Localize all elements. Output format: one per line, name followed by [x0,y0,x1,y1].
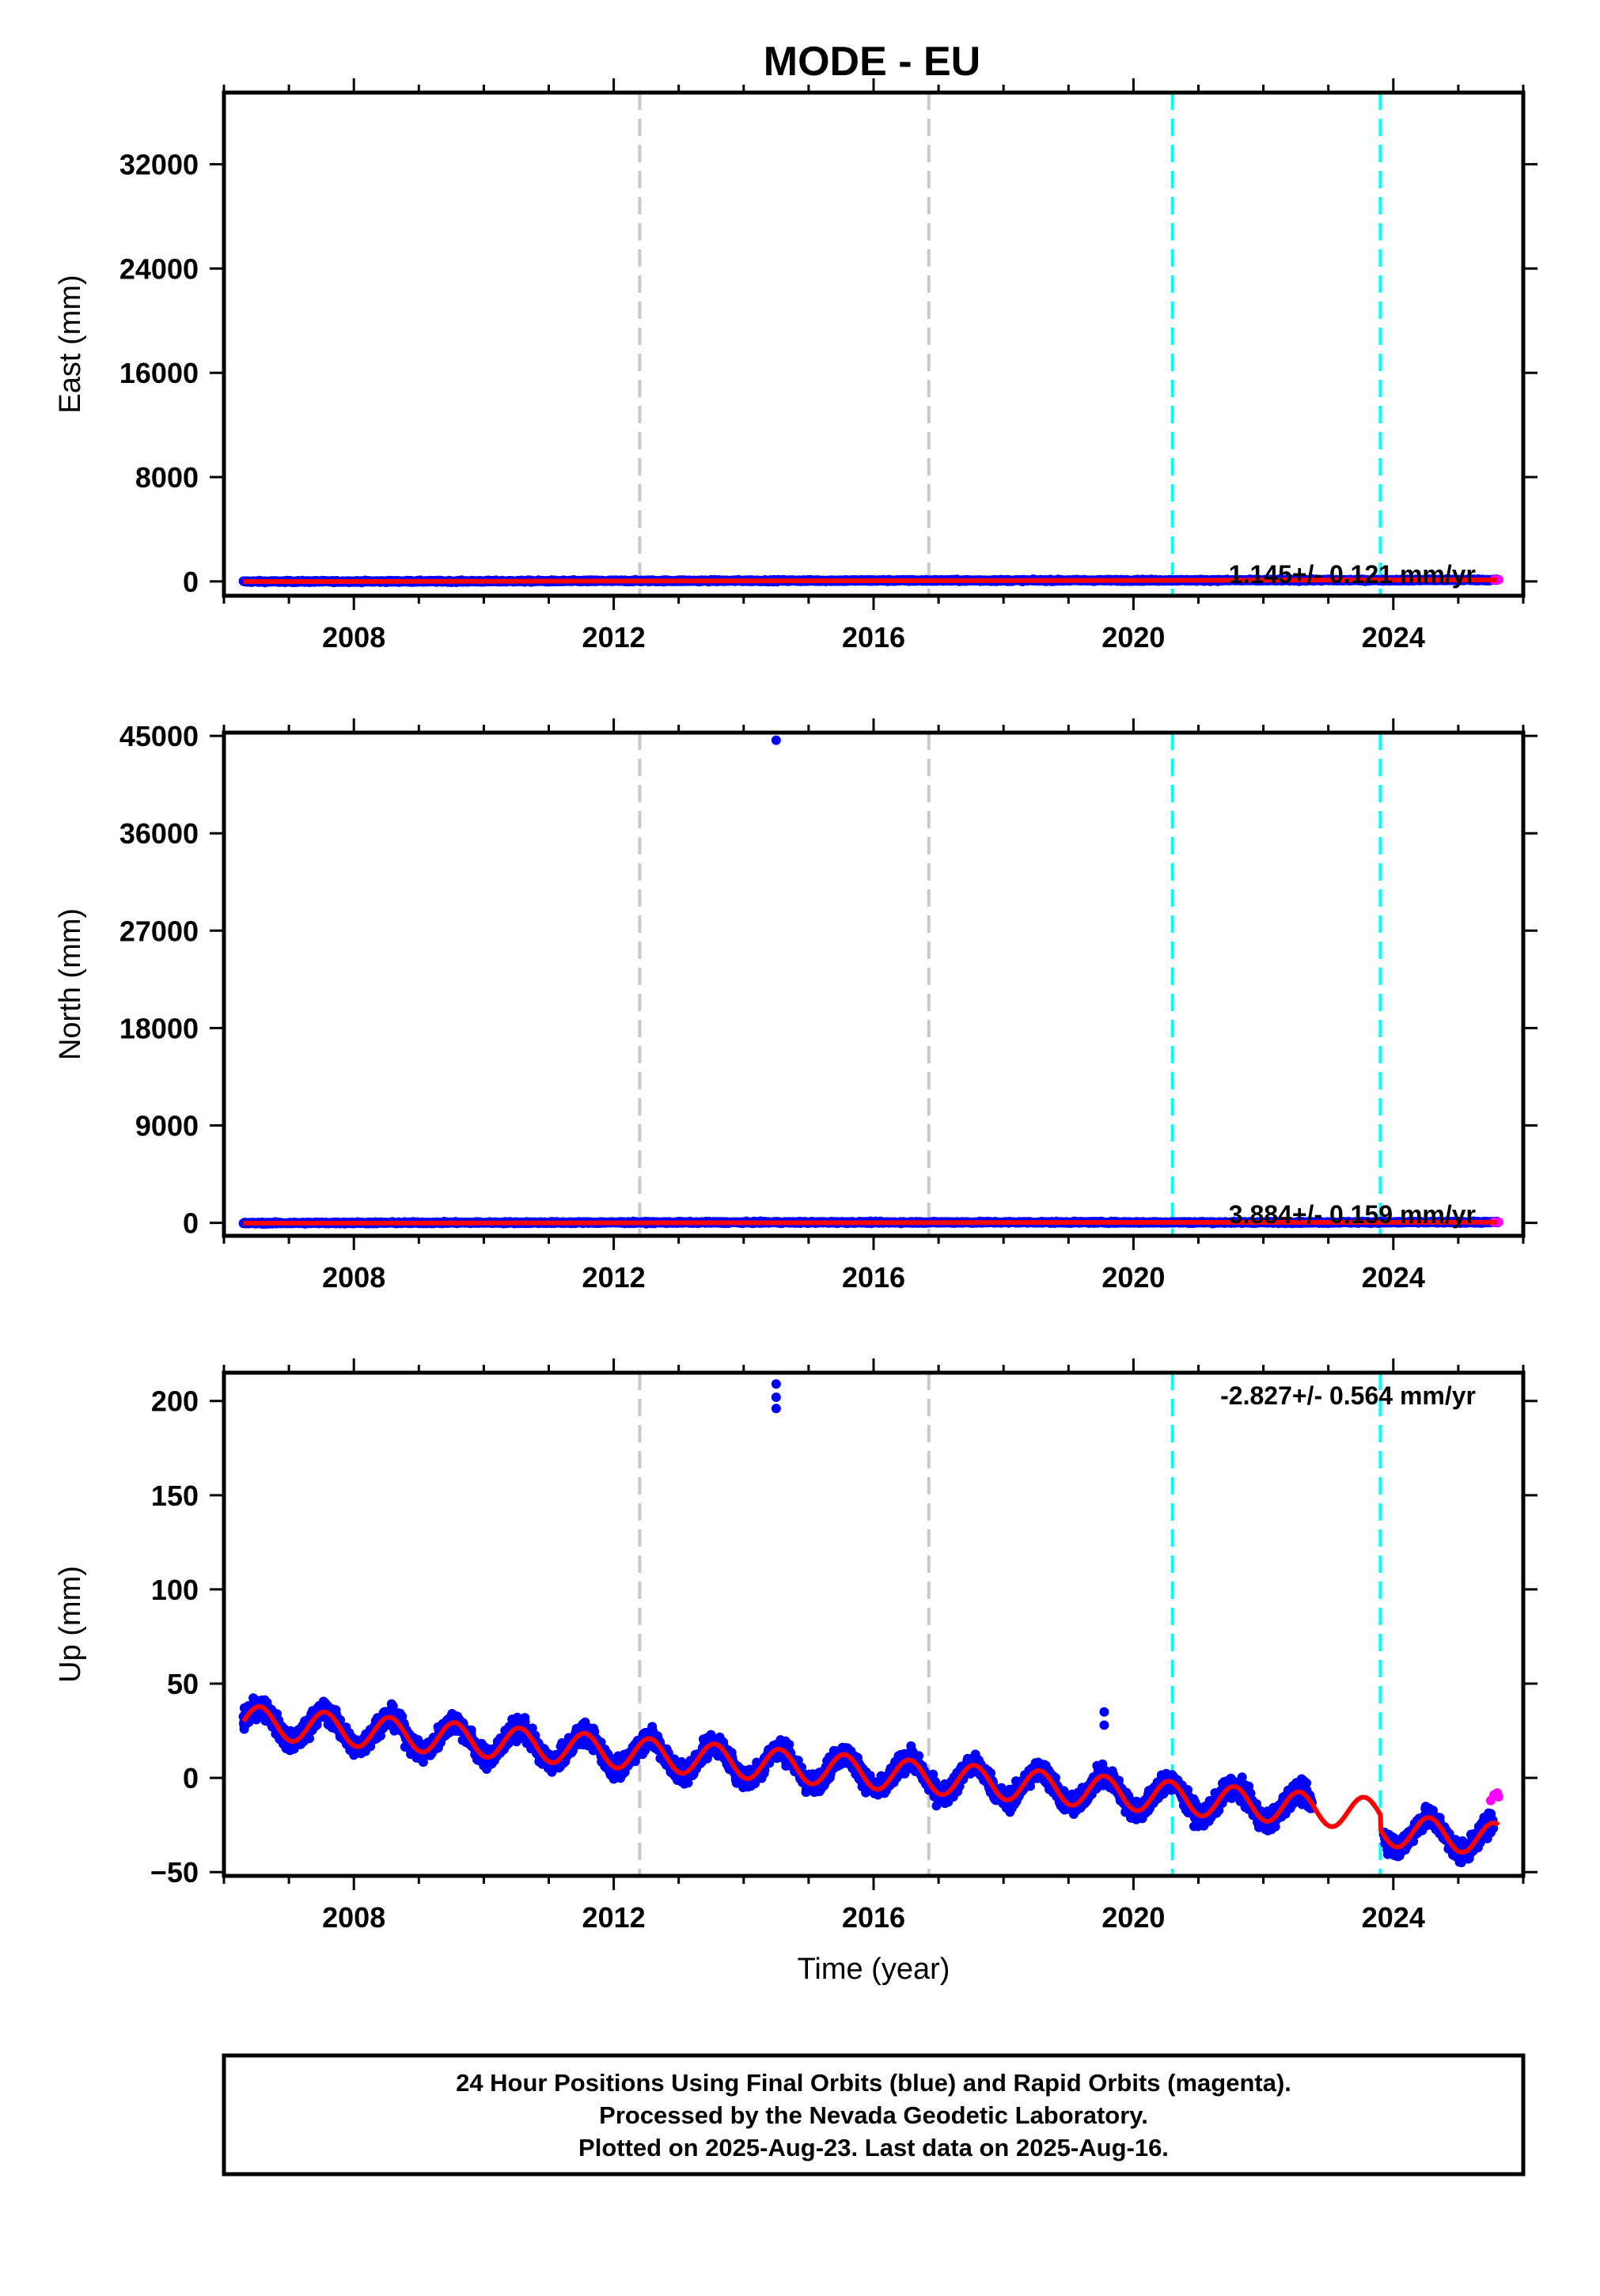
velocity-rate-label: 1.145+/- 0.121 mm/yr [1229,560,1476,589]
y-axis-title: East (mm) [54,275,87,413]
outlier-points [771,735,781,745]
outlier-point [771,735,781,745]
plot-area [238,1373,1503,1876]
plot-frame [222,90,1526,598]
plot-area [238,93,1503,596]
plot-area [238,733,1503,1236]
x-tick-label: 2012 [582,1261,646,1294]
plot-frame [222,730,1526,1238]
x-tick-label: 2020 [1101,621,1165,654]
model-fit-line [243,1219,1498,1226]
north-panel: 2008 2012 2016 2020 2024 0 9000 18000 27000 36000… [54,718,1537,1294]
x-tick-label: 2024 [1362,621,1425,654]
y-axis-title: North (mm) [54,908,87,1060]
x-tick-label: 2016 [842,1261,905,1294]
y-tick-label: 45000 [119,720,199,752]
x-tick-label: 2016 [842,621,905,654]
y-tick-label: 36000 [119,817,199,850]
x-tick-label: 2008 [322,621,385,654]
x-tick-label: 2008 [322,1261,385,1294]
y-tick-label: 24000 [119,252,199,285]
figure-title: MODE - EU [764,39,980,85]
y-tick-label: 9000 [135,1109,199,1142]
y-tick-label: 8000 [135,461,199,494]
y-tick-label: 0 [183,566,199,598]
y-tick-label: 27000 [119,915,199,947]
y-tick-label: 0 [183,1207,199,1240]
velocity-rate-label: 3.884+/- 0.159 mm/yr [1229,1200,1476,1229]
east-panel: 2008 2012 2016 2020 2024 0 8000 16000 24000 32000… [54,78,1537,654]
x-tick-label: 2012 [582,621,646,654]
y-tick-label: 32000 [119,149,199,181]
x-tick-label: 2024 [1362,1261,1425,1294]
y-tick-label: 18000 [119,1012,199,1044]
x-tick-label: 2020 [1101,1261,1165,1294]
model-fit-line [243,577,1498,585]
y-tick-label: 16000 [119,357,199,389]
